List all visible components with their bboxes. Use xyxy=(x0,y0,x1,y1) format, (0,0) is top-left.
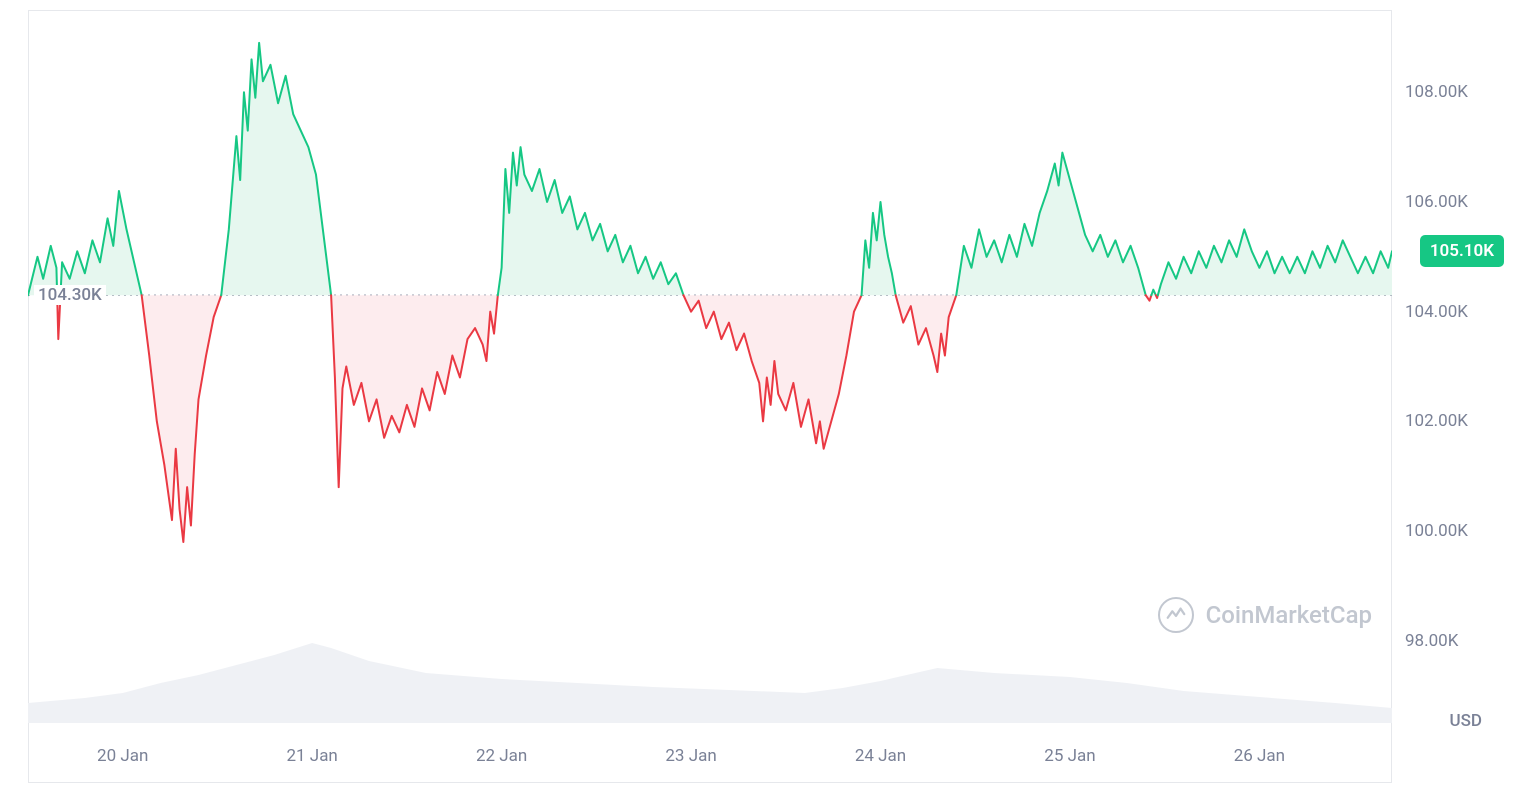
currency-label: USD xyxy=(1449,711,1482,731)
x-axis-tick-label: 24 Jan xyxy=(855,746,906,766)
x-axis-tick-label: 25 Jan xyxy=(1044,746,1095,766)
y-axis-tick-label: 100.00K xyxy=(1405,521,1468,541)
x-axis-tick-label: 20 Jan xyxy=(97,746,148,766)
x-axis-tick-label: 26 Jan xyxy=(1234,746,1285,766)
current-price-badge: 105.10K xyxy=(1420,235,1504,267)
x-axis-tick-label: 23 Jan xyxy=(665,746,716,766)
x-axis-tick-label: 21 Jan xyxy=(286,746,337,766)
x-axis: 20 Jan 21 Jan 22 Jan 23 Jan 24 Jan 25 Jan 26 J… xyxy=(28,728,1392,783)
y-axis-tick-label: 98.00K xyxy=(1405,631,1458,651)
x-axis-tick-label: 22 Jan xyxy=(476,746,527,766)
y-axis-tick-label: 108.00K xyxy=(1405,82,1468,102)
chart-plot-area[interactable]: 104.30K CoinMarketCap xyxy=(28,10,1392,723)
y-axis-tick-label: 106.00K xyxy=(1405,192,1468,212)
y-axis-tick-label: 102.00K xyxy=(1405,411,1468,431)
watermark-text: CoinMarketCap xyxy=(1206,601,1372,629)
y-axis: 98.00K 100.00K 102.00K 104.00K 106.00K 108.00… xyxy=(1397,10,1522,723)
watermark: CoinMarketCap xyxy=(1158,597,1372,633)
baseline-price-label: 104.30K xyxy=(34,285,106,305)
y-axis-tick-label: 104.00K xyxy=(1405,302,1468,322)
coinmarketcap-logo-icon xyxy=(1158,597,1194,633)
price-chart: 104.30K CoinMarketCap 98.00K 100.00K 102.0… xyxy=(0,0,1522,793)
